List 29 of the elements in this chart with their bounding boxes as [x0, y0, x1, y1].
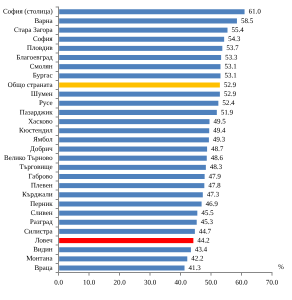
bar [59, 266, 185, 271]
bar [59, 174, 205, 180]
bar [59, 183, 204, 188]
bar [59, 210, 198, 216]
bar [59, 201, 202, 206]
bar [59, 146, 208, 152]
bar [59, 9, 245, 14]
bar [59, 192, 203, 198]
bar [59, 73, 220, 78]
bar [59, 55, 222, 60]
bar [59, 64, 220, 70]
bar [59, 18, 237, 24]
bar [59, 36, 224, 42]
bar [59, 238, 194, 244]
bar [59, 119, 210, 124]
bar [59, 28, 228, 33]
bar [59, 46, 222, 51]
bar [59, 92, 220, 97]
bar [59, 156, 207, 161]
bar [59, 82, 220, 88]
bar [59, 228, 195, 234]
bar [59, 137, 209, 142]
bar [59, 164, 206, 170]
bar [59, 220, 197, 225]
bar [59, 128, 210, 134]
bar [59, 256, 188, 262]
bar [59, 100, 218, 106]
bar [59, 110, 217, 115]
bar [59, 247, 191, 252]
